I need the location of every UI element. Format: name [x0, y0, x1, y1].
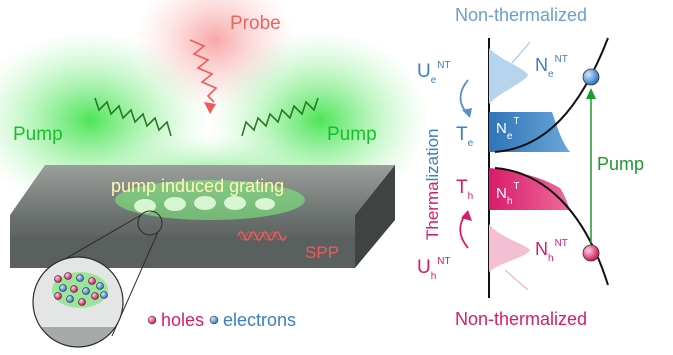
t-h-subscript: h — [467, 191, 474, 202]
bottom-title-leader — [504, 269, 529, 291]
n-h-nt-superscript: NT — [554, 238, 568, 249]
u-e-superscript: NT — [437, 60, 451, 71]
legend-holes-label: holes — [161, 310, 205, 330]
probe-wave — [189, 39, 218, 103]
n-e-nt-superscript: NT — [554, 54, 568, 65]
electron-energy-label: UeNT — [417, 60, 451, 86]
spp-wave — [237, 231, 287, 241]
u-e-symbol: U — [417, 61, 431, 82]
n-h-t-symbol: N — [496, 185, 507, 202]
hole-temperature-label: Th — [456, 177, 473, 202]
u-e-subscript: e — [430, 75, 437, 86]
top-nonthermalized-title: Non-thermalized — [455, 5, 588, 25]
hole-thermal-fill — [489, 168, 570, 210]
n-h-nt-subscript: h — [548, 253, 554, 264]
bottom-nonthermalized-title: Non-thermalized — [455, 309, 588, 329]
thermalization-part-main: Therma — [423, 181, 442, 240]
electron-nonthermal-label: NeNT — [535, 54, 568, 80]
hole-thermal-label: NhT — [496, 182, 520, 207]
t-e-symbol: T — [456, 124, 468, 145]
electron-relax-arrowhead — [462, 108, 472, 118]
n-h-nt-symbol: N — [535, 239, 548, 259]
n-e-nt-symbol: N — [535, 55, 548, 75]
pump-transition-label: Pump — [597, 154, 645, 174]
valence-band — [494, 167, 609, 286]
spp-wave-back — [239, 231, 283, 241]
legend-electron-dot — [209, 315, 219, 325]
grating-label: pump induced grating — [111, 176, 285, 196]
n-e-t-symbol: N — [496, 120, 507, 137]
n-e-t-subscript: e — [506, 131, 513, 142]
electron-thermal-fill — [489, 112, 570, 152]
pump-wave-right — [241, 97, 319, 137]
n-h-t-subscript: h — [506, 196, 513, 207]
legend-electrons-label: electrons — [223, 310, 297, 330]
inset-carriers — [54, 272, 108, 306]
inset-circle — [32, 256, 124, 348]
u-h-symbol: U — [417, 257, 431, 278]
t-h-symbol: T — [456, 177, 468, 198]
pump-wave-left — [94, 97, 172, 137]
electron-ball — [582, 68, 600, 86]
grating-fringes — [134, 196, 275, 213]
thermalization-part-rest: lization — [423, 128, 442, 182]
probe-label: Probe — [230, 13, 281, 34]
top-title-leader — [511, 41, 531, 64]
electron-nonthermal-bump — [489, 48, 528, 104]
probe-arrowhead — [204, 102, 216, 114]
spp-label: SPP — [305, 243, 340, 262]
thermalization-axis-label: Thermalization — [423, 128, 442, 241]
legend-hole-dot — [147, 315, 157, 325]
electron-temperature-label: Te — [456, 124, 473, 149]
electron-relax-arrow — [459, 79, 469, 115]
zoom-spot — [137, 210, 163, 236]
pump-label-left: Pump — [13, 124, 63, 145]
hole-ball — [582, 244, 600, 262]
pump-label-right: Pump — [327, 124, 377, 145]
electron-thermal-label: NeT — [496, 117, 520, 142]
n-h-t-superscript: T — [513, 181, 520, 192]
hole-nonthermal-label: NhNT — [535, 238, 568, 264]
conduction-band — [494, 37, 609, 153]
t-e-subscript: e — [467, 138, 474, 149]
hole-relax-arrowhead — [461, 210, 472, 221]
u-h-superscript: NT — [437, 256, 451, 267]
hole-energy-label: UhNT — [417, 256, 451, 282]
slab-side-face — [355, 165, 395, 268]
u-h-subscript: h — [430, 271, 437, 282]
n-e-nt-subscript: e — [548, 69, 554, 80]
hole-nonthermal-bump — [489, 224, 530, 272]
n-e-t-superscript: T — [513, 116, 520, 127]
pump-arrowhead — [586, 88, 596, 99]
